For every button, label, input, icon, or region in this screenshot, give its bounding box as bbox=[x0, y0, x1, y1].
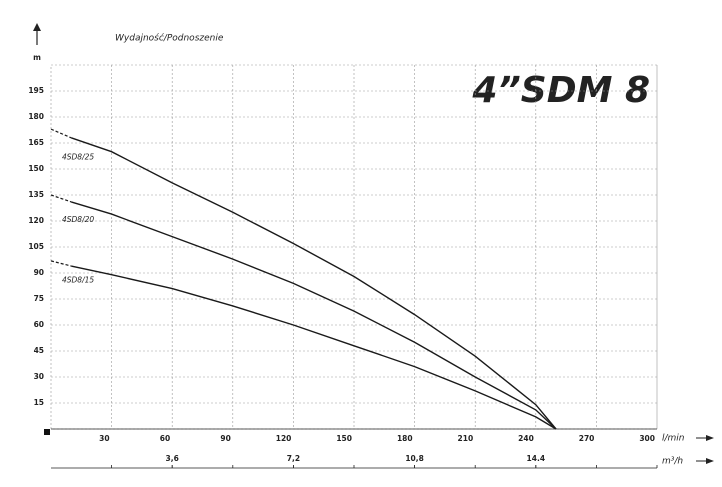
y-tick-label: 90 bbox=[34, 268, 44, 277]
curve-dashed-start bbox=[50, 128, 72, 139]
curve-solid bbox=[70, 201, 557, 430]
y-tick-label: 105 bbox=[28, 242, 44, 251]
x2-tick-label: 7,2 bbox=[287, 454, 300, 463]
y-tick-label: 45 bbox=[34, 346, 44, 355]
x-tick-label: 180 bbox=[397, 434, 413, 443]
y-axis-label: m bbox=[33, 53, 41, 62]
y-tick-label: 120 bbox=[28, 216, 44, 225]
chart-subtitle: Wydajność/Podnoszenie bbox=[115, 33, 224, 44]
x-tick-label: 90 bbox=[220, 434, 230, 443]
x-tick-label: 300 bbox=[639, 434, 655, 443]
curve-solid bbox=[70, 137, 557, 430]
y-tick-label: 135 bbox=[28, 190, 44, 199]
y-tick-label: 60 bbox=[34, 320, 44, 329]
x-tick-label: 60 bbox=[160, 434, 170, 443]
y-tick-label: 165 bbox=[28, 138, 44, 147]
x-tick-label: 210 bbox=[458, 434, 474, 443]
x2-tick-label: 10,8 bbox=[405, 454, 424, 463]
series-label: 4SD8/25 bbox=[62, 153, 94, 162]
curve-solid bbox=[71, 265, 557, 430]
chart-title: 4”SDM 8 bbox=[472, 70, 650, 111]
series-label: 4SD8/15 bbox=[62, 276, 94, 285]
curve-dashed-start bbox=[50, 260, 72, 267]
x-tick-label: 120 bbox=[276, 434, 292, 443]
y-tick-label: 75 bbox=[34, 294, 44, 303]
x-tick-label: 240 bbox=[518, 434, 534, 443]
x-tick-label: 270 bbox=[579, 434, 595, 443]
y-tick-label: 30 bbox=[34, 372, 44, 381]
x2-axis-label: m³/h bbox=[662, 457, 683, 467]
curve bbox=[51, 195, 556, 429]
y-tick-label: 180 bbox=[28, 112, 44, 121]
x-axis-label: l/min bbox=[662, 434, 685, 444]
arrows bbox=[33, 23, 714, 464]
x-tick-label: 30 bbox=[99, 434, 109, 443]
x-tick-label: 150 bbox=[336, 434, 352, 443]
x2-tick-label: 14.4 bbox=[527, 454, 546, 463]
series-label: 4SD8/20 bbox=[62, 215, 94, 224]
curve bbox=[51, 129, 556, 429]
curve bbox=[51, 261, 556, 429]
curve-dashed-start bbox=[50, 194, 72, 203]
x2-tick-label: 3,6 bbox=[166, 454, 179, 463]
y-tick-label: 15 bbox=[34, 398, 44, 407]
y-tick-label: 150 bbox=[28, 164, 44, 173]
origin-marker bbox=[44, 429, 50, 435]
y-tick-label: 195 bbox=[28, 86, 44, 95]
